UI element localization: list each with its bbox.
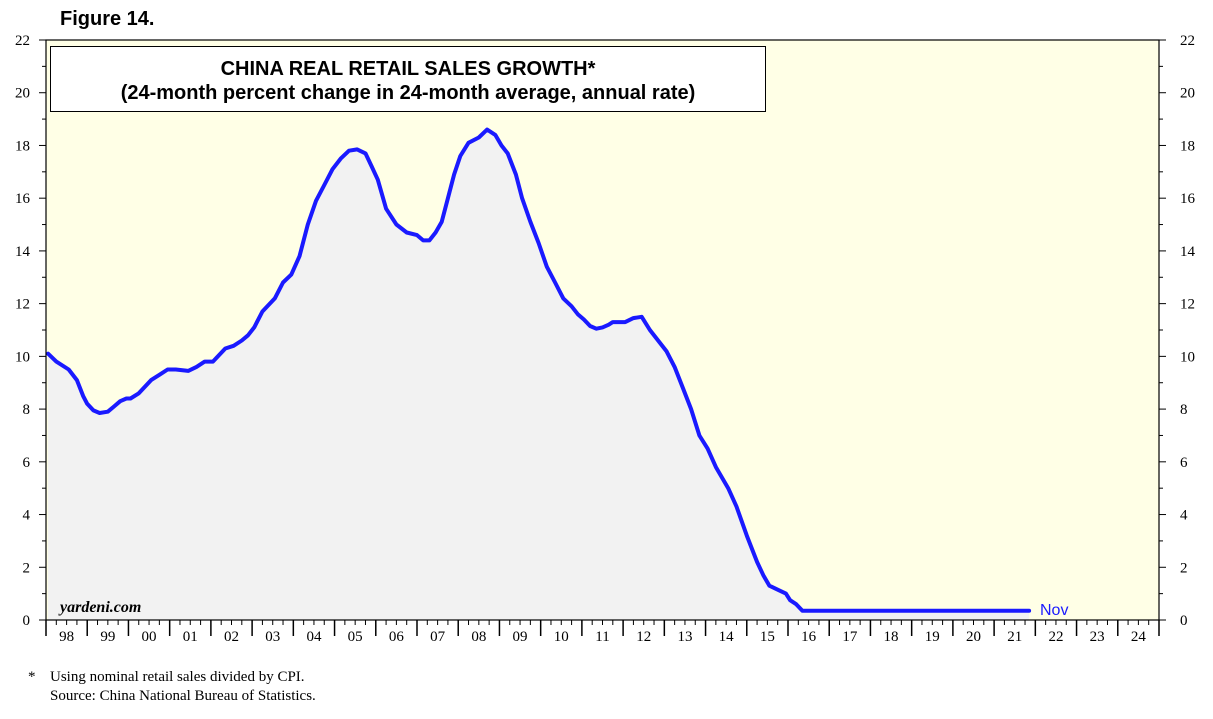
x-tick-label: 17: [842, 629, 858, 645]
x-tick-label: 21: [1007, 629, 1022, 645]
y-tick-label-left: 0: [23, 613, 31, 629]
x-tick-label: 98: [59, 629, 74, 645]
x-tick-label: 12: [636, 629, 651, 645]
y-tick-label-left: 10: [15, 349, 30, 365]
y-tick-label-right: 12: [1180, 297, 1195, 313]
y-tick-label-left: 14: [15, 244, 31, 260]
x-tick-label: 11: [595, 629, 609, 645]
y-tick-label-right: 6: [1180, 455, 1188, 471]
x-axis: 98 99 00 01 02 03 04 05 06 07 08 09 10 11 12 13 14 15 16 17…: [45, 620, 1160, 645]
y-tick-label-right: 2: [1180, 560, 1188, 576]
y-tick-label-left: 22: [15, 33, 30, 49]
y-tick-label-right: 18: [1180, 138, 1195, 154]
y-tick-label-left: 4: [23, 508, 31, 524]
chart-subtitle: (24-month percent change in 24-month ave…: [120, 82, 696, 104]
x-tick-label: 24: [1131, 629, 1147, 645]
footnote-star: *: [28, 669, 36, 685]
y-tick-label-left: 6: [23, 455, 31, 471]
x-tick-label: 00: [142, 629, 157, 645]
x-tick-label: 16: [801, 629, 817, 645]
y-axis-left: 0 2 4 6 8 10 12 14 16 18 20 22: [15, 33, 46, 629]
y-tick-label-left: 20: [15, 86, 30, 102]
y-tick-label-right: 22: [1180, 33, 1195, 49]
end-annotation: Nov: [1040, 602, 1068, 619]
footnote: * Using nominal retail sales divided by C…: [28, 668, 316, 706]
x-tick-label: 06: [389, 629, 405, 645]
x-tick-label: 08: [471, 629, 486, 645]
x-tick-label: 15: [760, 629, 775, 645]
y-tick-label-left: 18: [15, 138, 30, 154]
y-tick-label-left: 8: [23, 402, 31, 418]
x-tick-label: 02: [224, 629, 239, 645]
series-line: [46, 127, 1032, 613]
x-tick-label: 20: [966, 629, 981, 645]
x-tick-label: 10: [554, 629, 569, 645]
y-tick-label-left: 16: [15, 191, 31, 207]
x-tick-label: 04: [306, 629, 322, 645]
x-tick-label: 03: [265, 629, 280, 645]
y-tick-label-left: 2: [23, 560, 31, 576]
x-tick-label: 14: [719, 629, 735, 645]
footnote-source: Source: China National Bureau of Statist…: [50, 688, 316, 704]
watermark: yardeni.com: [58, 599, 141, 616]
x-tick-label: 05: [348, 629, 363, 645]
y-tick-label-right: 14: [1180, 244, 1196, 260]
x-tick-label: 01: [183, 629, 198, 645]
y-tick-label-right: 10: [1180, 349, 1195, 365]
y-tick-label-right: 0: [1180, 613, 1188, 629]
y-tick-label-right: 16: [1180, 191, 1196, 207]
y-tick-label-left: 12: [15, 297, 30, 313]
x-tick-label: 13: [677, 629, 692, 645]
y-tick-label-right: 8: [1180, 402, 1188, 418]
y-axis-right: 0 2 4 6 8 10 12 14 16 18 20 22: [1159, 33, 1196, 629]
x-tick-label: 99: [100, 629, 115, 645]
chart-title-box: CHINA REAL RETAIL SALES GROWTH* (24-mont…: [50, 46, 766, 112]
x-tick-label: 23: [1090, 629, 1105, 645]
x-tick-label: 22: [1048, 629, 1063, 645]
x-tick-label: 19: [925, 629, 940, 645]
x-tick-label: 07: [430, 629, 446, 645]
figure-label: Figure 14.: [60, 8, 155, 30]
y-tick-label-right: 20: [1180, 86, 1195, 102]
x-tick-label: 18: [884, 629, 899, 645]
series-area: [48, 129, 1030, 620]
x-tick-label: 09: [513, 629, 528, 645]
y-tick-label-right: 4: [1180, 508, 1188, 524]
footnote-note: Using nominal retail sales divided by CP…: [50, 669, 305, 685]
chart-title: CHINA REAL RETAIL SALES GROWTH*: [220, 58, 596, 80]
